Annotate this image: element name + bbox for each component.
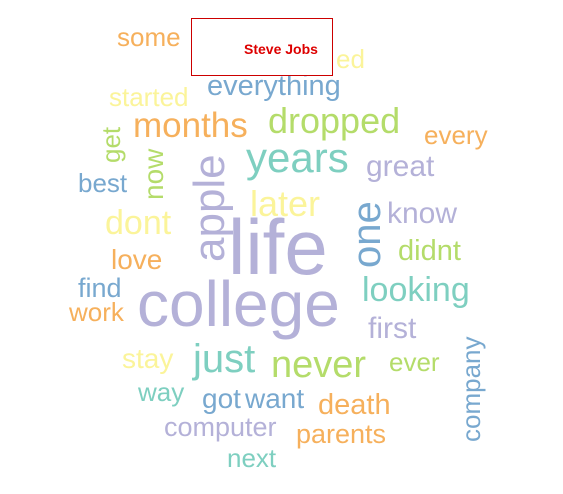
- word-one: one: [345, 201, 389, 268]
- word-first: first: [368, 312, 417, 345]
- word-never: never: [271, 344, 367, 386]
- word-work: work: [69, 297, 124, 327]
- word-know: know: [387, 197, 458, 230]
- chart-title: Steve Jobs: [244, 41, 318, 57]
- word-best: best: [78, 168, 128, 198]
- word-apple: apple: [185, 154, 234, 262]
- word-love: love: [111, 244, 163, 275]
- word-great: great: [366, 150, 435, 183]
- word-everything: everything: [207, 70, 341, 102]
- word-years: years: [246, 134, 349, 181]
- word-death: death: [318, 389, 391, 421]
- word-want: want: [245, 383, 305, 414]
- word-looking: looking: [362, 271, 470, 309]
- word-got: got: [202, 383, 241, 414]
- word-some: some: [117, 22, 181, 52]
- word-dropped: dropped: [268, 100, 401, 141]
- word-life: life: [228, 203, 328, 291]
- word-find: find: [78, 273, 122, 303]
- word-parents: parents: [296, 419, 387, 449]
- word-computer: computer: [164, 412, 277, 442]
- word-started: started: [109, 82, 189, 112]
- word-didnt: didnt: [398, 235, 461, 267]
- word-every: every: [424, 120, 488, 150]
- word-now: now: [138, 148, 169, 200]
- word-ever: ever: [389, 347, 440, 377]
- word-college: college: [137, 268, 340, 340]
- title-box: Steve Jobs: [191, 18, 333, 76]
- word-months: months: [133, 106, 248, 145]
- word-stay: stay: [122, 343, 174, 374]
- word-get: get: [96, 126, 126, 163]
- word-next: next: [227, 443, 277, 473]
- word-way: way: [138, 377, 185, 407]
- word-company: company: [456, 336, 486, 443]
- word-just: just: [193, 337, 256, 381]
- word-dont: dont: [105, 204, 172, 242]
- word-ed: ed: [336, 44, 365, 74]
- word-later: later: [250, 183, 321, 224]
